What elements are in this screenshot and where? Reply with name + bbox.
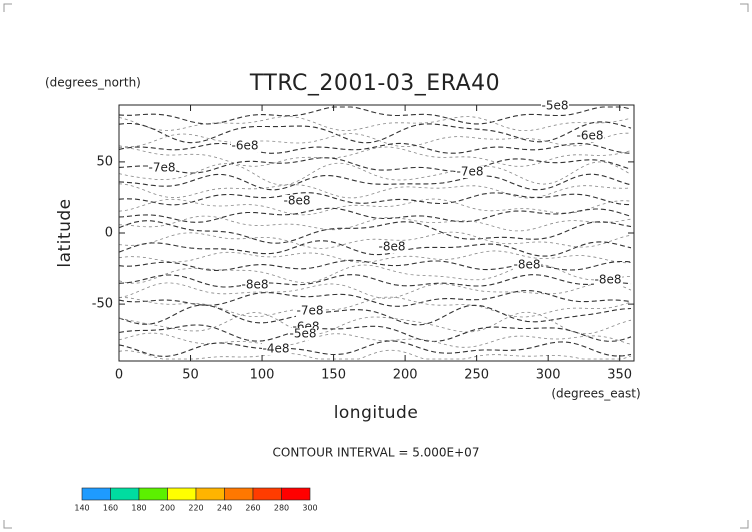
contour-label: -6e8 (232, 139, 259, 153)
contour-line (118, 311, 632, 335)
y-tick-label: -50 (92, 297, 113, 312)
contour-line (118, 259, 632, 272)
x-tick-label: 50 (182, 368, 199, 383)
contour-line (118, 240, 632, 257)
contour-label: -8e8 (379, 240, 406, 254)
contour-line (118, 173, 632, 191)
contour-label: -7e8 (297, 304, 324, 318)
y-tick-label: 0 (105, 226, 113, 241)
colorbar-swatch (252, 487, 282, 501)
y-tick-label: 50 (96, 154, 113, 169)
contour-line (118, 340, 632, 357)
contour-label-bg (513, 259, 541, 271)
contour-line (118, 349, 632, 360)
contour-line (118, 324, 632, 342)
x-units: (degrees_east) (551, 387, 640, 401)
contour-label-bg (594, 274, 622, 286)
colorbar-swatch (138, 487, 168, 501)
chart-title: TTRC_2001-03_ERA40 (249, 71, 500, 96)
colorbar-label: 240 (217, 504, 232, 513)
colorbar-label: 280 (274, 504, 289, 513)
contour-line (118, 290, 632, 307)
colorbar-swatch (81, 487, 111, 501)
contour-line (118, 332, 632, 348)
contour-label: -6e8 (577, 129, 604, 143)
contour-label-bg (283, 195, 311, 207)
contour-label-bg (241, 279, 269, 291)
contour-note: CONTOUR INTERVAL = 5.000E+07 (273, 446, 480, 460)
contour-line (118, 157, 632, 174)
contour-label-bg (378, 241, 406, 253)
x-tick-label: 0 (115, 368, 123, 383)
corner-marks (3, 3, 749, 529)
contour-label: -7e8 (457, 165, 484, 179)
contour-line (119, 146, 632, 167)
contour-label-bg (296, 305, 324, 317)
colorbar-label: 200 (160, 504, 175, 513)
contour-line (118, 161, 632, 186)
contour-line (118, 263, 632, 284)
contour-line (118, 198, 632, 216)
colorbar-label: 140 (74, 504, 89, 513)
colorbar-label: 260 (245, 504, 260, 513)
contour-label-bg (262, 343, 290, 355)
contour-label: -8e8 (595, 273, 622, 287)
x-tick-label: 200 (393, 368, 418, 383)
contour-label: -4e8 (263, 342, 290, 356)
contour-line (119, 296, 632, 318)
contour-label: -5e8 (542, 99, 569, 113)
contour-label: -5e8 (290, 327, 317, 341)
x-tick-label: 150 (321, 368, 346, 383)
contour-line (118, 192, 631, 206)
contour-label: -8e8 (242, 278, 269, 292)
contour-label-bg (289, 328, 317, 340)
contour-label: -8e8 (514, 258, 541, 272)
colorbar-swatch (224, 487, 254, 501)
contour-line (118, 220, 632, 244)
contour-label: -8e8 (284, 194, 311, 208)
contour-line (118, 207, 632, 223)
colorbar-swatch (167, 487, 197, 501)
colorbar-swatch (110, 487, 140, 501)
x-axis-label: longitude (334, 403, 419, 423)
x-tick-label: 350 (607, 368, 632, 383)
contour-line (118, 231, 632, 249)
colorbar-label: 180 (131, 504, 146, 513)
contour-line (118, 106, 632, 125)
colorbar-swatch (195, 487, 225, 501)
contour-line (118, 215, 632, 232)
contour-label: -7e8 (149, 161, 176, 175)
contour-label-bg (231, 140, 259, 152)
contour-label-bg (541, 100, 569, 112)
contour-line (118, 250, 632, 264)
colorbar-label: 300 (302, 504, 317, 513)
contour-label-bg (576, 130, 604, 142)
contour-line (118, 116, 632, 131)
y-axis-label: latitude (55, 198, 75, 267)
contour-line (118, 274, 632, 288)
contour-line (118, 142, 632, 154)
colorbar-label: 160 (103, 504, 118, 513)
colorbar-label: 220 (188, 504, 203, 513)
contour-line (118, 304, 632, 326)
x-tick-label: 250 (464, 368, 489, 383)
x-tick-label: 100 (250, 368, 275, 383)
contour-label-bg (456, 166, 484, 178)
contour-line (118, 132, 632, 148)
x-tick-label: 300 (536, 368, 561, 383)
y-units: (degrees_north) (45, 76, 141, 90)
contour-label-bg (148, 162, 176, 174)
colorbar-swatch (281, 487, 311, 501)
